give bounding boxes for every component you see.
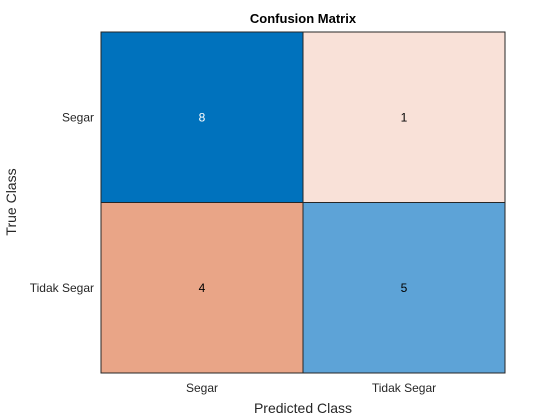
y-tick-group: Segar Tidak Segar [30, 110, 94, 295]
x-tick-group: Segar Tidak Segar [186, 381, 436, 395]
cell-value-label-0-1: 1 [401, 110, 408, 124]
cell-value-label-0-0: 8 [199, 110, 206, 124]
matrix-cell-1-0 [100, 202, 304, 374]
x-tick-label-0: Segar [186, 381, 218, 395]
y-tick-label-1: Tidak Segar [30, 281, 94, 295]
matrix-cell-0-1 [302, 31, 506, 203]
chart-title: Confusion Matrix [250, 11, 357, 26]
x-axis-label: Predicted Class [254, 400, 352, 416]
y-axis-label: True Class [3, 168, 19, 235]
cell-value-label-1-0: 4 [199, 281, 206, 295]
cell-value-label-1-1: 5 [401, 281, 408, 295]
cell-group: 8 1 4 5 [100, 31, 506, 374]
matrix-cell-1-1 [302, 202, 506, 374]
y-tick-label-0: Segar [62, 110, 94, 124]
matrix-cell-0-0 [100, 31, 304, 203]
plot-frame [100, 31, 506, 374]
x-tick-label-1: Tidak Segar [372, 381, 436, 395]
